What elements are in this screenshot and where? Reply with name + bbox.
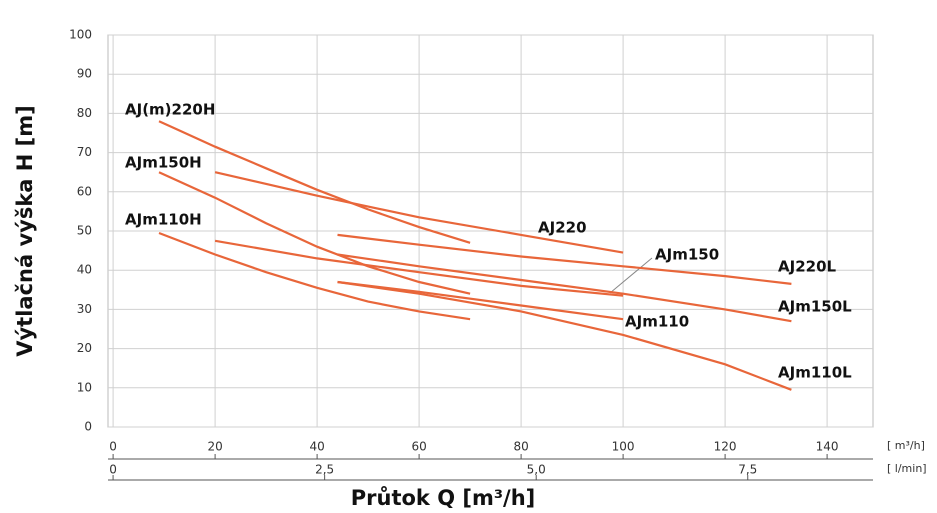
series-label: AJm150 [655, 246, 719, 264]
y-tick-label: 0 [84, 420, 92, 434]
x2-unit: [ l/min] [887, 462, 927, 475]
x-axis-title: Průtok Q [m³/h] [351, 486, 536, 510]
x-tick-label: 20 [207, 440, 222, 454]
x-tick-label: 100 [612, 440, 635, 454]
series-label: AJm110H [125, 211, 202, 229]
x-tick-label: 0 [109, 440, 117, 454]
x-tick-label: 140 [816, 440, 839, 454]
curve [158, 171, 471, 295]
y-tick-label: 90 [77, 67, 92, 81]
y-tick-label: 60 [77, 184, 92, 198]
series-label: AJm150L [778, 298, 852, 316]
curve [337, 280, 792, 391]
curve [214, 171, 624, 254]
y-axis-title: Výtlačná výška H [m] [13, 105, 37, 357]
curve [158, 120, 471, 244]
y-tick-label: 100 [69, 28, 92, 42]
series-label: AJ220L [778, 258, 837, 276]
curve [337, 233, 792, 285]
x-tick-label: 80 [513, 440, 528, 454]
x-unit: [ m³/h] [887, 439, 925, 452]
y-tick-label: 80 [77, 106, 92, 120]
series-label: AJm110 [625, 313, 689, 331]
series-label: AJm150H [125, 154, 202, 172]
leader-line [609, 257, 653, 294]
series-label: AJ220 [538, 219, 587, 237]
x2-tick-label: 2,5 [315, 463, 334, 477]
y-tick-label: 50 [77, 224, 92, 238]
x2-tick-label: 5,0 [527, 463, 546, 477]
x-tick-label: 120 [714, 440, 737, 454]
y-tick-label: 70 [77, 145, 92, 159]
series-label: AJm110L [778, 364, 852, 382]
curve [158, 231, 471, 321]
y-tick-label: 20 [77, 341, 92, 355]
y-tick-label: 40 [77, 263, 92, 277]
x-tick-label: 40 [309, 440, 324, 454]
x-tick-label: 60 [411, 440, 426, 454]
x2-tick-label: 0 [109, 463, 117, 477]
y-tick-label: 30 [77, 302, 92, 316]
x2-tick-label: 7,5 [738, 463, 757, 477]
y-tick-label: 10 [77, 380, 92, 394]
series-label: AJ(m)220H [125, 101, 215, 119]
curve [214, 239, 624, 297]
curve [337, 253, 792, 323]
